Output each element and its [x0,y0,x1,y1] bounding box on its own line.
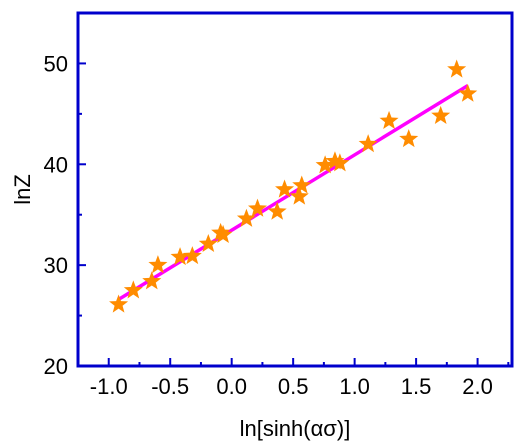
x-tick-label: -1.0 [90,374,128,399]
data-point-star-icon [289,186,309,205]
data-point-star-icon [182,246,202,265]
data-point-star-icon [379,110,399,130]
x-tick-label: 2.0 [462,374,493,399]
x-tick-label: 1.5 [401,374,432,399]
data-point-star-icon [358,134,378,153]
data-point-star-icon [330,153,350,172]
data-point-star-icon [458,83,478,102]
data-point-star-icon [267,201,287,220]
data-point-star-icon [399,129,419,148]
data-point-star-icon [142,271,162,290]
data-point-star-icon [123,280,143,299]
data-point-star-icon [275,179,295,198]
data-point-star-icon [431,105,451,124]
point-group [109,59,478,313]
fit-line [117,84,469,301]
x-tick-label: -0.5 [151,374,189,399]
data-point-star-icon [148,255,168,274]
data-point-star-icon [315,155,335,174]
data-point-star-icon [198,233,218,253]
data-point-star-icon [247,198,268,217]
x-tick-label: 0.0 [216,374,247,399]
data-point-star-icon [236,208,256,227]
data-point-star-icon [109,294,129,313]
data-point-star-icon [170,247,190,266]
y-tick-label: 30 [44,253,68,278]
x-tick-label: 0.5 [278,374,309,399]
y-tick-label: 20 [44,354,68,379]
tick-group: -1.0 -0.5 0.0 0.5 1.0 1.5 2.0 20 30 40 50 [44,51,510,399]
x-tick-label: 1.0 [339,374,370,399]
data-point-star-icon [447,59,467,78]
data-point-star-icon [292,175,312,194]
x-axis-label: ln[sinh(ασ)] [240,416,351,441]
y-axis-label: lnZ [10,174,35,205]
data-point-star-icon [213,224,233,243]
y-tick-label: 40 [44,152,68,177]
plot-frame [76,11,514,368]
y-tick-label: 50 [44,51,68,76]
